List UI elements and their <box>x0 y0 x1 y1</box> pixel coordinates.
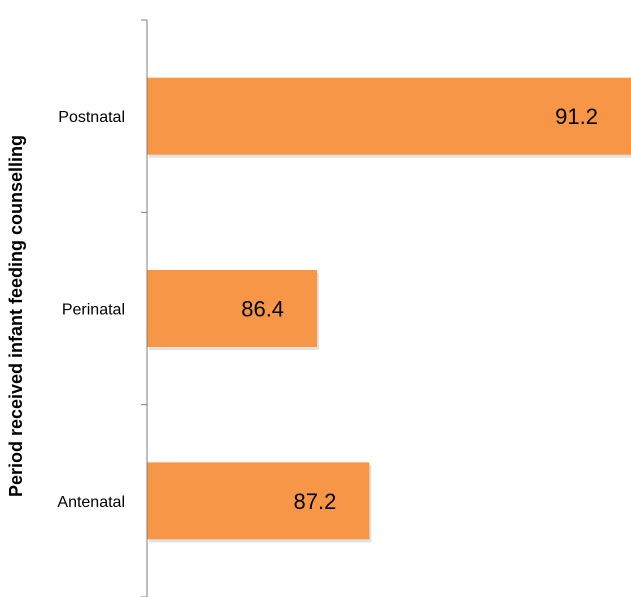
tick-label-antenatal: Antenatal <box>57 494 125 511</box>
data-label-antenatal: 87.2 <box>294 489 337 514</box>
y-axis-title: Period received infant feeding counselli… <box>6 135 26 497</box>
tick-label-postnatal: Postnatal <box>58 109 125 126</box>
bars-layer: 91.2 86.4 87.2 <box>147 77 631 543</box>
data-label-postnatal: 91.2 <box>555 104 598 129</box>
bar-perinatal <box>147 270 318 347</box>
bar-postnatal <box>147 77 631 155</box>
tick-label-perinatal: Perinatal <box>62 302 125 319</box>
bar-antenatal <box>147 462 370 540</box>
y-axis: Postnatal Perinatal Antenatal <box>57 19 148 597</box>
data-label-perinatal: 86.4 <box>241 297 284 322</box>
